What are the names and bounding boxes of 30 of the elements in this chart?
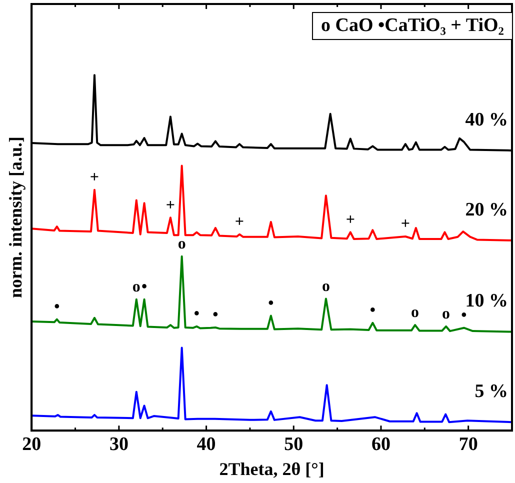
annotation: •: [370, 302, 376, 320]
annotation: •: [141, 278, 148, 296]
annotation: o: [442, 306, 450, 323]
x-tick-label: 50: [284, 434, 304, 455]
text: o CaO •CaTiO₃ + TiO₂: [312, 12, 513, 40]
annotation: o: [322, 278, 330, 295]
x-tick-label: 70: [458, 434, 478, 455]
annotation: o: [411, 304, 420, 322]
x-axis-title: 2Theta, 2θ [°]: [219, 458, 324, 479]
series-label: 40 %: [465, 109, 508, 130]
annotation: +: [400, 216, 410, 233]
annotation: •: [54, 298, 60, 316]
series-label: 5 %: [474, 380, 508, 402]
annotation: +: [166, 196, 176, 214]
annotation: •: [461, 307, 467, 324]
annotation: +: [234, 214, 244, 231]
annotation: •: [212, 306, 218, 324]
x-tick-label: 40: [196, 434, 216, 455]
x-tick-label: 30: [109, 434, 128, 455]
y-axis-title: norm. intensity [a.u.]: [5, 136, 26, 298]
annotation: +: [346, 211, 355, 228]
series-label: 20 %: [465, 199, 508, 220]
annotation: •: [268, 294, 274, 312]
series-label: 10 %: [465, 290, 508, 312]
annotation: •: [194, 306, 200, 323]
x-tick-label: 60: [371, 434, 390, 455]
x-tick-label: 20: [22, 434, 42, 455]
annotation: +: [90, 169, 100, 186]
annotation: o: [178, 236, 186, 253]
annotation: o: [132, 278, 140, 296]
